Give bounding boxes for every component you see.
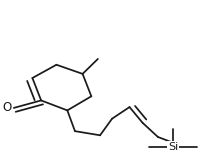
Text: Si: Si xyxy=(168,142,178,152)
Text: O: O xyxy=(2,101,12,114)
